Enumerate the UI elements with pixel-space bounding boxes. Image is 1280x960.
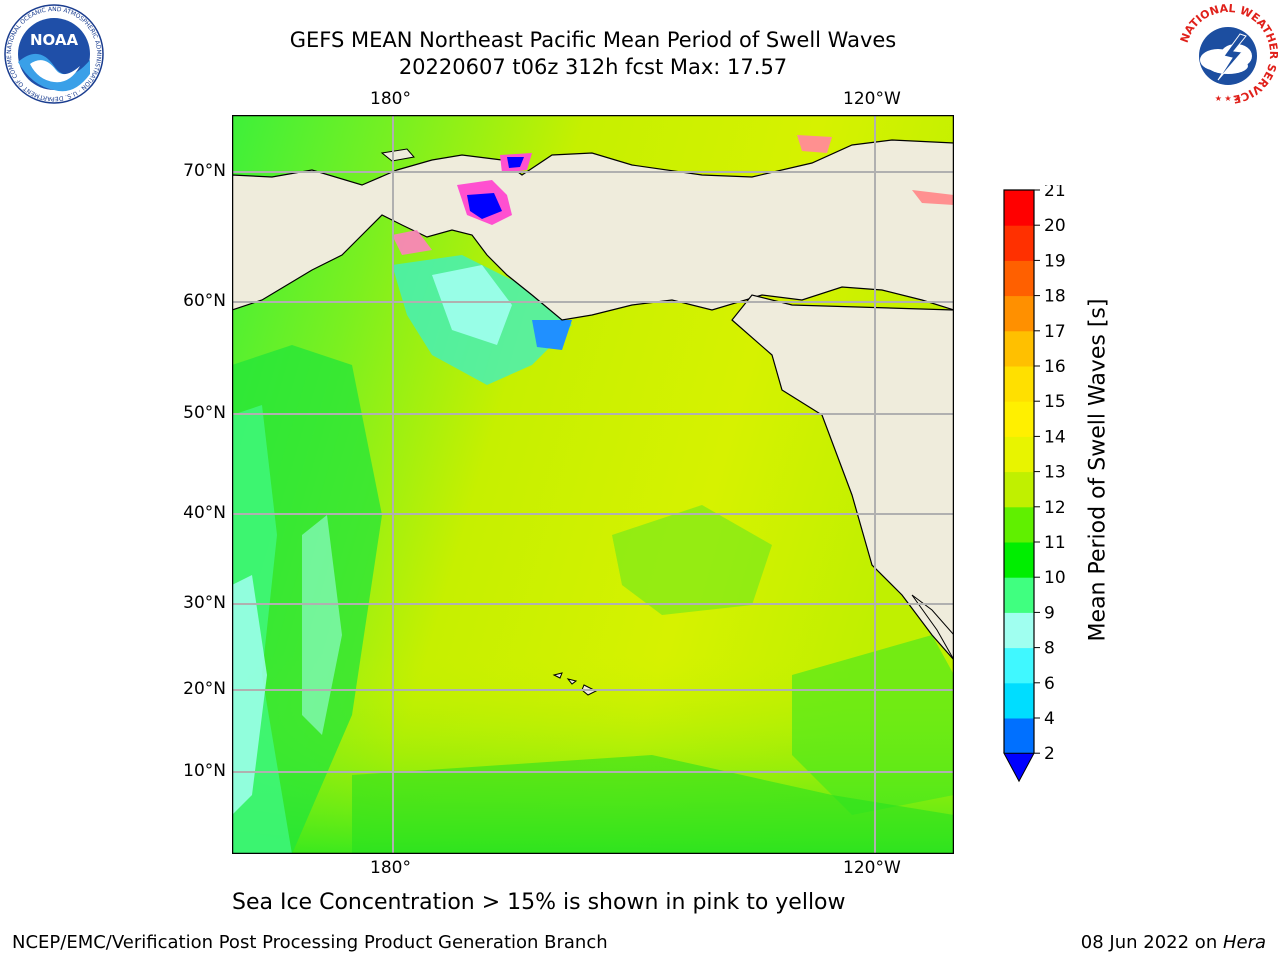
colorbar-segment [1004,225,1034,261]
colorbar-tick-label: 13 [1044,463,1066,483]
lon-label-top-120w: 120°W [843,89,901,109]
colorbar-tick-label: 10 [1044,568,1066,588]
lat-label-30n: 30°N [183,593,226,613]
footer-host: Hera [1222,932,1266,953]
colorbar-segment [1004,647,1034,684]
colorbar-segment [1004,612,1034,649]
colorbar-tick-label: 8 [1044,639,1055,659]
colorbar: 2 4 6 8 9 10 11 12 13 14 15 16 17 18 19 20 21 [1003,185,1066,783]
colorbar-segment [1004,260,1034,297]
lat-label-70n: 70°N [183,161,226,181]
colorbar-tick-label: 14 [1044,427,1066,447]
colorbar-segment [1004,190,1034,226]
lat-label-10n: 10°N [183,761,226,781]
colorbar-tick-label: 9 [1044,603,1055,623]
colorbar-segment [1004,401,1034,437]
footer-date-text: 08 Jun 2022 on [1080,932,1223,953]
lon-label-bottom-120w: 120°W [843,858,901,878]
lat-label-20n: 20°N [183,679,226,699]
lat-label-50n: 50°N [183,403,226,423]
colorbar-segment [1004,718,1034,754]
colorbar-tick-label: 17 [1044,322,1066,342]
colorbar-tick-label: 20 [1044,216,1066,236]
swell-period-map [232,115,954,854]
noaa-logo: NATIONAL OCEANIC AND ATMOSPHERIC ADMINIS… [4,4,104,104]
colorbar-segment [1004,330,1034,367]
colorbar-tick-label: 2 [1044,744,1055,764]
chart-title: GEFS MEAN Northeast Pacific Mean Period … [289,28,897,52]
colorbar-title: Mean Period of Swell Waves [s] [1085,298,1111,642]
colorbar-tick-label: 12 [1044,498,1066,518]
colorbar-tick-label: 18 [1044,287,1066,307]
colorbar-tick-label: 19 [1044,251,1066,271]
colorbar-segment [1004,295,1034,332]
colorbar-under-arrow [1003,752,1035,783]
nws-logo: NATIONAL WEATHER SERVICE ★ ★ ★ [1178,4,1278,104]
colorbar-segment [1004,471,1034,508]
colorbar-segment [1004,682,1034,719]
colorbar-tick-label: 16 [1044,357,1066,377]
lon-label-bottom-180: 180° [370,858,411,878]
colorbar-tick-label: 6 [1044,674,1055,694]
colorbar-tick-label: 4 [1044,709,1055,729]
chart-subtitle: 20220607 t06z 312h fcst Max: 17.57 [398,55,788,79]
lat-label-40n: 40°N [183,503,226,523]
colorbar-tick-label: 11 [1044,533,1066,553]
svg-text:★ ★ ★: ★ ★ ★ [1215,94,1242,103]
colorbar-segment [1004,436,1034,473]
lat-label-60n: 60°N [183,291,226,311]
noaa-wordmark: NOAA [30,31,79,49]
footer-credit: NCEP/EMC/Verification Post Processing Pr… [12,932,608,953]
colorbar-segment [1004,577,1034,613]
colorbar-tick-label: 15 [1044,392,1066,412]
colorbar-tick-label: 21 [1044,185,1066,201]
lon-label-top-180: 180° [370,89,411,109]
sea-ice-note: Sea Ice Concentration > 15% is shown in … [232,890,846,915]
colorbar-segment [1004,506,1034,543]
colorbar-segment [1004,366,1034,402]
colorbar-segment [1004,542,1034,578]
footer-date: 08 Jun 2022 on Hera [1081,932,1266,953]
